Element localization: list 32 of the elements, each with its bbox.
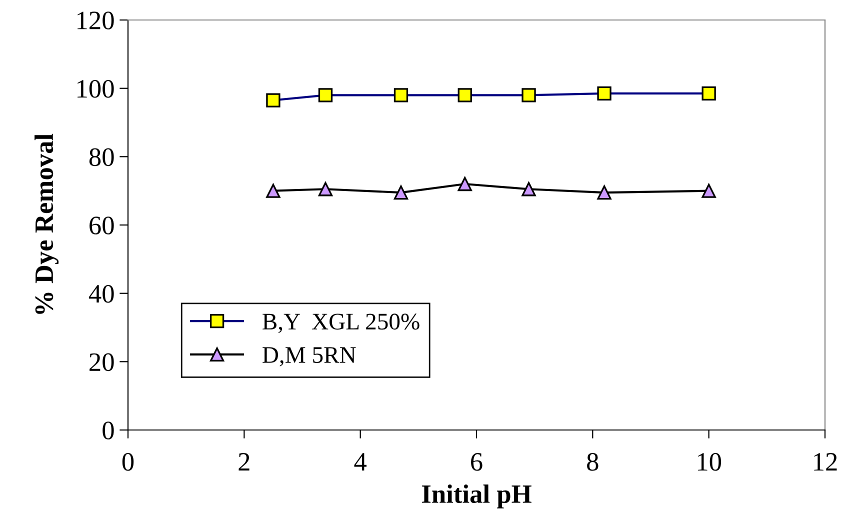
legend-label: B,Y XGL 250% [262,314,420,333]
point [702,86,716,101]
x-tick-label: 12 [814,453,837,471]
y-tick-label: 0 [102,422,114,440]
x-axis-title: Initial pH [422,484,532,508]
point [394,185,408,200]
point [522,88,536,102]
x-tick-label: 6 [471,453,482,471]
y-tick-label: 80 [89,148,114,166]
point [702,184,716,198]
point [266,184,280,198]
point [394,88,408,102]
x-tick-label: 2 [238,453,250,471]
point [597,185,612,200]
x-tick-label: 10 [698,452,722,471]
legend-label: D,M 5RN [262,347,356,366]
point [597,86,612,101]
point [266,93,280,108]
point [458,88,472,102]
point [318,182,333,196]
x-tick-label: 0 [122,452,134,471]
y-tick-label: 120 [78,12,114,30]
y-axis-title: % Dye Removal [34,134,59,314]
point [458,176,472,192]
point [522,182,536,196]
y-tick-label: 20 [90,353,114,372]
x-tick-label: 8 [587,452,598,471]
y-tick-label: 60 [90,216,114,234]
y-tick-label: 40 [88,284,114,303]
y-tick-label: 100 [78,80,114,98]
point [318,88,333,102]
x-tick-label: 4 [354,453,367,471]
